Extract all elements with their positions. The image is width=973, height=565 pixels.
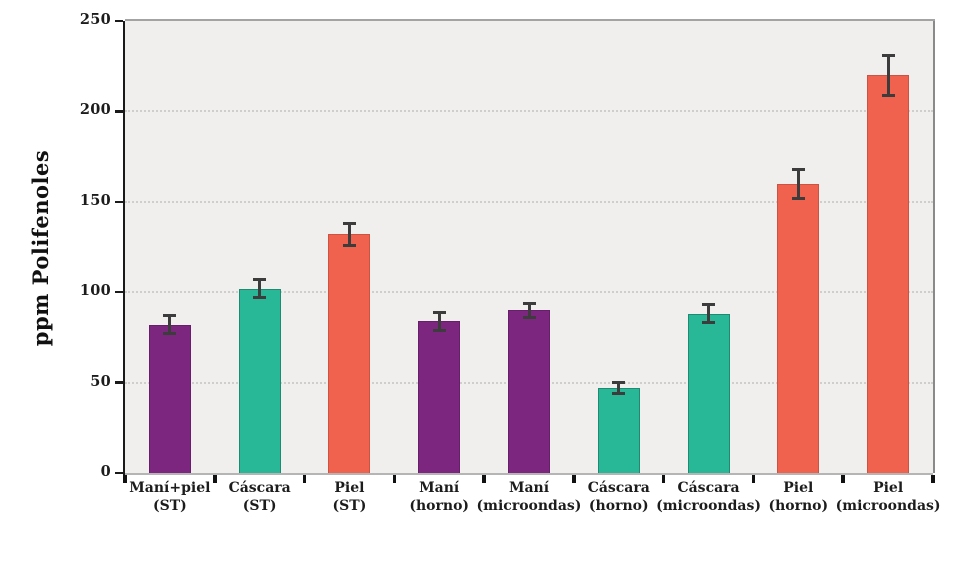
bar — [328, 234, 371, 473]
x-tick — [213, 475, 217, 483]
error-bar-cap-top — [702, 303, 716, 307]
y-tick — [115, 19, 123, 23]
bar — [508, 310, 550, 473]
bar — [777, 183, 820, 473]
y-tick-label: 200 — [79, 101, 111, 119]
y-tick-label: 50 — [90, 372, 111, 390]
y-tick-label: 0 — [100, 463, 111, 480]
x-tick-label: Cáscara (horno) — [544, 480, 694, 515]
x-tick-label-line1: Maní — [508, 480, 550, 496]
x-tick — [751, 475, 756, 483]
error-bar-cap-bottom — [612, 391, 626, 395]
error-bar-line — [527, 303, 531, 318]
x-tick-label-line1: Cáscara — [587, 480, 650, 496]
error-bar-line — [258, 279, 262, 298]
x-tick — [572, 475, 576, 483]
error-bar-line — [437, 312, 441, 331]
x-tick-label-line2: (ST) — [332, 497, 367, 514]
error-bar-cap-bottom — [432, 328, 446, 332]
error-bar-cap-top — [253, 278, 267, 282]
bar — [597, 388, 640, 473]
y-tick — [115, 381, 123, 384]
plot-bottom-spine — [125, 473, 933, 475]
error-bar-cap-bottom — [342, 243, 356, 247]
x-tick-label-line1: Maní — [419, 480, 460, 496]
error-bar-cap-top — [163, 314, 177, 318]
x-tick — [841, 475, 845, 483]
y-tick-label: 100 — [79, 282, 111, 300]
x-tick-label: Maní (microondas) — [454, 480, 604, 515]
x-tick-label: Piel (microondas) — [813, 480, 963, 515]
x-tick-label-line2: (horno) — [588, 497, 649, 514]
x-tick-label-line2: (microondas) — [656, 497, 761, 514]
x-tick — [392, 475, 397, 483]
x-tick-label-line1: Cáscara — [677, 480, 740, 496]
x-tick — [661, 475, 666, 483]
error-bar-cap-top — [342, 221, 356, 225]
bar — [867, 75, 910, 473]
error-bar-cap-bottom — [881, 93, 895, 97]
y-tick-label: 150 — [79, 191, 111, 209]
x-tick-label-line1: Piel — [334, 480, 365, 496]
error-bar-cap-top — [881, 53, 895, 57]
y-tick — [115, 110, 123, 113]
bar — [238, 288, 281, 473]
plot-left-spine — [123, 21, 125, 477]
y-tick — [115, 200, 123, 204]
bar — [687, 313, 730, 473]
error-bar-line — [707, 304, 711, 323]
y-tick — [115, 471, 123, 475]
error-bar-cap-bottom — [522, 316, 536, 319]
x-tick-label: Cáscara (microondas) — [634, 480, 784, 515]
error-bar-line — [886, 55, 890, 96]
error-bar-line — [617, 382, 621, 394]
error-bar-cap-bottom — [702, 321, 716, 325]
gridline-100 — [125, 291, 933, 294]
x-tick-label-line2: (ST) — [152, 497, 187, 514]
error-bar-cap-top — [612, 381, 626, 385]
x-tick-label: Maní+piel (ST) — [95, 480, 245, 515]
x-tick-label-line1: Cáscara — [228, 480, 291, 496]
bar — [148, 324, 191, 473]
y-axis-label: ppm Polifenoles — [28, 149, 53, 347]
x-tick-label-line1: Piel — [783, 480, 814, 496]
x-tick-label-line2: (microondas) — [835, 497, 941, 514]
x-tick — [931, 475, 935, 483]
error-bar-cap-bottom — [253, 296, 267, 300]
error-bar-cap-bottom — [163, 332, 177, 336]
error-bar-line — [347, 223, 351, 246]
x-tick — [482, 475, 486, 483]
error-bar-cap-top — [432, 310, 446, 314]
x-tick-label-line1: Piel — [873, 480, 904, 496]
gridline-200 — [125, 110, 933, 113]
y-tick-label: 250 — [79, 11, 111, 28]
error-bar-cap-top — [791, 167, 805, 171]
x-tick-label-line2: (ST) — [242, 497, 277, 514]
plot-right-spine — [933, 21, 935, 473]
x-tick — [123, 475, 127, 483]
x-tick-label: Piel (horno) — [723, 480, 873, 515]
error-bar-line — [168, 315, 172, 334]
plot-top-spine — [125, 19, 935, 21]
x-tick-label-line2: (horno) — [768, 497, 829, 514]
bar — [418, 321, 461, 473]
x-tick-label-line2: (microondas) — [476, 497, 582, 514]
x-tick-label: Maní (horno) — [364, 480, 514, 515]
x-tick-label-line2: (horno) — [409, 497, 470, 514]
x-tick-label: Piel (ST) — [274, 480, 424, 515]
gridline-150 — [125, 200, 933, 203]
error-bar-cap-bottom — [791, 196, 805, 200]
error-bar-cap-top — [522, 301, 536, 305]
y-tick — [115, 290, 123, 294]
x-tick-label-line1: Maní+piel — [129, 480, 211, 496]
error-bar-line — [796, 169, 800, 199]
x-tick — [302, 475, 307, 483]
x-tick-label: Cáscara (ST) — [185, 480, 335, 515]
